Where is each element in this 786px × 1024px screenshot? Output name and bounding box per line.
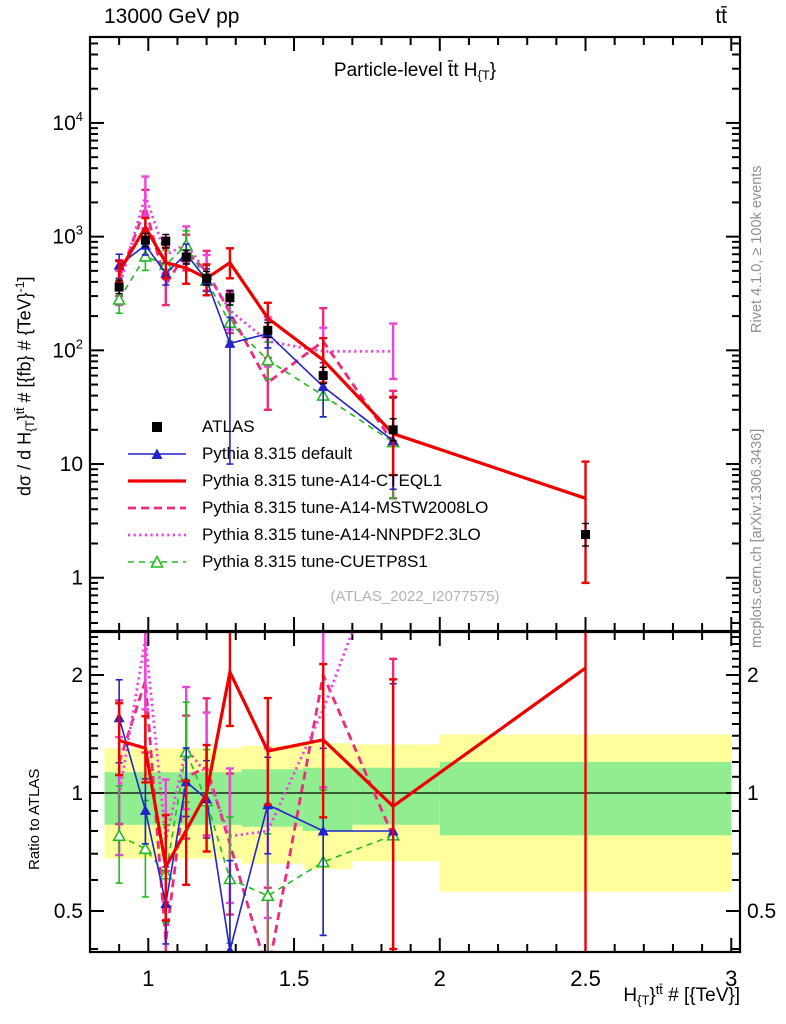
legend-item-cteql1: Pythia 8.315 tune-A14-CTEQL1 xyxy=(126,467,488,494)
rivet-version-note: Rivet 4.1.0, ≥ 100k events xyxy=(749,165,765,333)
legend-item-default: Pythia 8.315 default xyxy=(126,440,488,467)
legend-marker-cteql1 xyxy=(128,478,186,483)
series-nnpdf xyxy=(115,175,398,381)
legend: ATLAS Pythia 8.315 default Pythia 8.315 tu… xyxy=(126,413,488,575)
process-label: tt̄ xyxy=(715,5,727,28)
svg-text:1: 1 xyxy=(71,567,83,590)
svg-text:2.5: 2.5 xyxy=(570,966,601,991)
ratio-uncertainty-bands xyxy=(104,734,732,892)
analysis-watermark: (ATLAS_2022_I2077575) xyxy=(330,588,500,605)
ratio-axis-title: Ratio to ATLAS xyxy=(26,768,43,870)
svg-text:104: 104 xyxy=(52,109,83,135)
svg-text:10: 10 xyxy=(60,453,83,476)
svg-text:1: 1 xyxy=(71,782,83,805)
legend-label-atlas: ATLAS xyxy=(202,416,255,436)
legend-label-cuetp8s1: Pythia 8.315 tune-CUETP8S1 xyxy=(202,551,428,571)
legend-marker-nnpdf xyxy=(128,533,186,536)
svg-text:1: 1 xyxy=(747,782,759,805)
legend-marker-default xyxy=(128,448,186,459)
svg-text:1: 1 xyxy=(142,966,154,991)
mcplots-note: mcplots.cern.ch [arXiv:1306.3436] xyxy=(749,428,765,648)
legend-item-cuetp8s1: Pythia 8.315 tune-CUETP8S1 xyxy=(126,548,488,575)
svg-text:2: 2 xyxy=(434,966,446,991)
legend-item-atlas: ATLAS xyxy=(126,413,488,440)
legend-marker-atlas xyxy=(152,421,162,432)
legend-item-mstw: Pythia 8.315 tune-A14-MSTW2008LO xyxy=(126,494,488,521)
svg-text:103: 103 xyxy=(52,223,83,249)
legend-marker-cuetp8s1 xyxy=(128,554,186,568)
series-atlas xyxy=(114,232,591,547)
x-axis-title: H{T}tt̄ # [{TeV}] xyxy=(623,982,740,1008)
beam-energy-label: 13000 GeV pp xyxy=(104,5,240,28)
svg-text:2: 2 xyxy=(71,664,83,687)
legend-label-cteql1: Pythia 8.315 tune-A14-CTEQL1 xyxy=(202,470,443,490)
series-cteql1-ratio xyxy=(115,632,587,952)
svg-text:0.5: 0.5 xyxy=(747,900,776,923)
legend-marker-mstw xyxy=(128,506,186,509)
ratio-panel-frame xyxy=(88,630,742,954)
legend-label-mstw: Pythia 8.315 tune-A14-MSTW2008LO xyxy=(202,497,489,517)
legend-label-default: Pythia 8.315 default xyxy=(202,443,353,463)
svg-text:2: 2 xyxy=(747,664,759,687)
legend-label-nnpdf: Pythia 8.315 tune-A14-NNPDF2.3LO xyxy=(202,524,481,544)
plot-title: Particle-level t̄t H{T} xyxy=(333,60,497,83)
svg-text:102: 102 xyxy=(52,336,83,362)
legend-item-nnpdf: Pythia 8.315 tune-A14-NNPDF2.3LO xyxy=(126,521,488,548)
y-axis-title: dσ / d H{T}tt̄ # [{fb} # {TeV}-1] xyxy=(13,276,37,496)
svg-text:1.5: 1.5 xyxy=(279,966,310,991)
svg-text:0.5: 0.5 xyxy=(54,900,83,923)
axis-ticks xyxy=(90,37,740,952)
svg-text:3: 3 xyxy=(725,966,737,991)
